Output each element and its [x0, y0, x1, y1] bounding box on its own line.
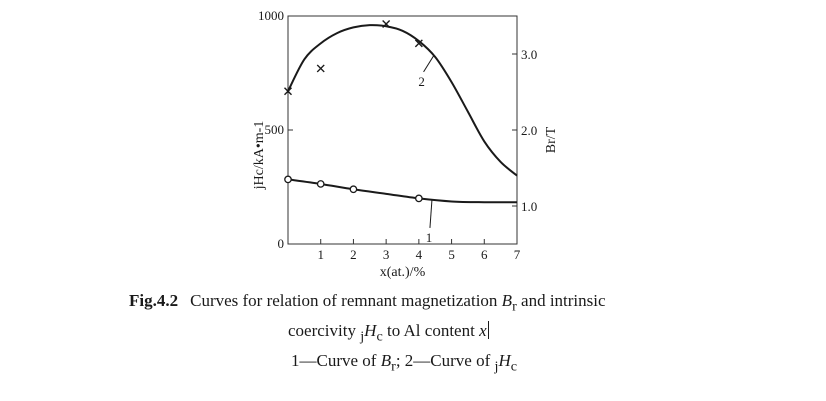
y-left-tick-label: 500	[265, 122, 285, 137]
series-2-leader	[423, 55, 435, 73]
series-1-point	[316, 180, 325, 188]
x-tick-label: 5	[448, 247, 455, 262]
y-right-axis-title: Br/T	[544, 126, 559, 153]
x-marker-stroke	[316, 64, 325, 73]
series-1-leader	[429, 199, 433, 228]
series-1-label: 1	[426, 230, 433, 245]
series-2-point	[382, 19, 391, 28]
caption-sub: r	[391, 358, 396, 375]
caption-sub: c	[376, 328, 383, 345]
x-axis-title: x(at.)/%	[380, 265, 426, 280]
series-1-point	[284, 175, 292, 184]
y-left-tick-label: 1000	[258, 8, 284, 23]
caption-var: x	[479, 321, 487, 340]
x-tick-label: 2	[350, 247, 357, 262]
caption-var: H	[364, 321, 377, 340]
plot-frame	[287, 15, 518, 245]
caption-var: B	[380, 351, 392, 370]
caption-var: B	[501, 291, 513, 310]
caption-text: to Al content	[382, 321, 480, 340]
series-2-point	[284, 87, 292, 96]
x-tick-label: 3	[383, 247, 390, 262]
y-left-tick-label: 0	[278, 236, 285, 251]
x-tick-label: 7	[514, 247, 521, 262]
caption-sub: j	[360, 328, 365, 345]
series-2-line	[287, 24, 518, 177]
caption-text: ; 2—Curve of	[395, 351, 495, 370]
figure-number: Fig.4.2	[129, 291, 179, 310]
caption-sub: r	[512, 298, 517, 315]
series-2-label: 2	[418, 74, 425, 89]
series-2-point	[316, 64, 325, 73]
x-marker-stroke	[414, 39, 423, 48]
caption-text: 1—Curve of	[291, 351, 381, 370]
caption-line-2: coercivity jHc to Al content x	[288, 321, 489, 345]
y-right-tick-label: 2.0	[521, 123, 537, 138]
caption-sub: c	[510, 358, 518, 375]
series-1-point	[349, 185, 358, 194]
y-left-axis-title: jHc/kA•m-1	[252, 121, 267, 191]
series-2-point	[414, 39, 423, 48]
y-right-tick-label: 3.0	[521, 47, 537, 62]
x-marker-stroke	[382, 19, 391, 28]
text-cursor	[487, 321, 489, 339]
y-right-tick-label: 1.0	[521, 199, 537, 214]
x-tick-label: 4	[416, 247, 423, 262]
x-marker-stroke	[284, 87, 292, 96]
chart: 1 2 3 4 5 6 7 0 500 1000 1.0 2.0 3.0 x(at.)/% jHc/kA•m…	[252, 8, 559, 280]
caption-var: H	[498, 351, 511, 370]
caption-sub: j	[494, 358, 499, 375]
x-tick-label: 1	[317, 247, 324, 262]
caption-line-1: Fig.4.2 Curves for relation of remnant ma…	[129, 291, 606, 315]
series-1-point	[415, 194, 423, 203]
caption-line-3: 1—Curve of Br; 2—Curve of jHc	[291, 351, 517, 375]
caption-text: coercivity	[288, 321, 361, 340]
x-tick-label: 6	[481, 247, 488, 262]
caption-text: and intrinsic	[516, 291, 606, 310]
caption-text: Curves for relation of remnant magnetiza…	[190, 291, 502, 310]
